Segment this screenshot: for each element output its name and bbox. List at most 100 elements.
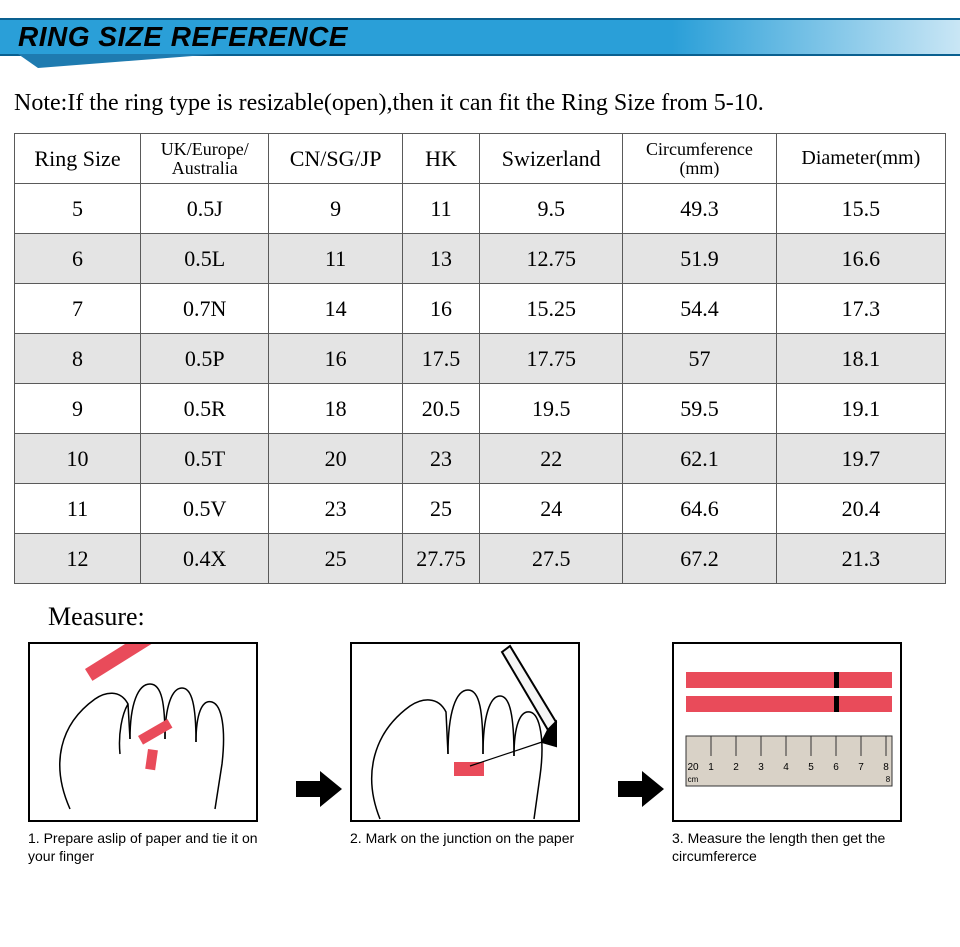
table-cell: 5 xyxy=(15,184,141,234)
table-cell: 25 xyxy=(402,484,479,534)
table-cell: 20.4 xyxy=(776,484,945,534)
step-3-caption: 3. Measure the length then get the circu… xyxy=(672,830,902,865)
banner-dip-shape xyxy=(18,54,218,68)
svg-text:1: 1 xyxy=(708,762,714,773)
table-cell: 16 xyxy=(402,284,479,334)
table-cell: 8 xyxy=(15,334,141,384)
table-row: 90.5R1820.519.559.519.1 xyxy=(15,384,946,434)
table-cell: 0.5J xyxy=(141,184,269,234)
table-cell: 17.3 xyxy=(776,284,945,334)
step-1-illustration xyxy=(28,642,258,822)
col-uk-eu-au: UK/Europe/Australia xyxy=(141,134,269,184)
table-cell: 59.5 xyxy=(623,384,777,434)
step-1: 1. Prepare aslip of paper and tie it on … xyxy=(28,642,288,865)
table-cell: 0.5T xyxy=(141,434,269,484)
measure-steps: 1. Prepare aslip of paper and tie it on … xyxy=(0,642,960,885)
svg-text:cm: cm xyxy=(688,775,699,784)
title-banner: RING SIZE REFERENCE xyxy=(0,0,960,70)
table-cell: 11 xyxy=(402,184,479,234)
step-2-illustration xyxy=(350,642,580,822)
svg-text:2: 2 xyxy=(733,762,739,773)
table-row: 110.5V23252464.620.4 xyxy=(15,484,946,534)
table-cell: 14 xyxy=(269,284,402,334)
table-row: 100.5T20232262.119.7 xyxy=(15,434,946,484)
table-cell: 7 xyxy=(15,284,141,334)
table-cell: 18 xyxy=(269,384,402,434)
measure-label: Measure: xyxy=(0,584,960,642)
table-cell: 20.5 xyxy=(402,384,479,434)
svg-text:8: 8 xyxy=(886,775,891,784)
table-cell: 0.5V xyxy=(141,484,269,534)
table-cell: 27.5 xyxy=(480,534,623,584)
ring-size-table: Ring Size UK/Europe/Australia CN/SG/JP H… xyxy=(14,133,946,584)
table-header-row: Ring Size UK/Europe/Australia CN/SG/JP H… xyxy=(15,134,946,184)
step-3-illustration: 20 1 2 3 4 5 6 7 8 cm 8 xyxy=(672,642,902,822)
table-cell: 12 xyxy=(15,534,141,584)
table-cell: 54.4 xyxy=(623,284,777,334)
col-swizerland: Swizerland xyxy=(480,134,623,184)
col-diameter: Diameter(mm) xyxy=(776,134,945,184)
col-hk: HK xyxy=(402,134,479,184)
table-cell: 0.4X xyxy=(141,534,269,584)
table-row: 60.5L111312.7551.916.6 xyxy=(15,234,946,284)
banner-bar: RING SIZE REFERENCE xyxy=(0,18,960,56)
svg-text:8: 8 xyxy=(883,762,889,773)
table-cell: 0.5P xyxy=(141,334,269,384)
table-cell: 11 xyxy=(269,234,402,284)
table-cell: 49.3 xyxy=(623,184,777,234)
table-cell: 17.75 xyxy=(480,334,623,384)
table-cell: 15.25 xyxy=(480,284,623,334)
svg-text:4: 4 xyxy=(783,762,789,773)
table-cell: 6 xyxy=(15,234,141,284)
svg-text:20: 20 xyxy=(687,762,699,773)
step-1-caption: 1. Prepare aslip of paper and tie it on … xyxy=(28,830,258,865)
table-cell: 19.1 xyxy=(776,384,945,434)
table-cell: 23 xyxy=(402,434,479,484)
table-cell: 0.5R xyxy=(141,384,269,434)
table-cell: 11 xyxy=(15,484,141,534)
table-cell: 51.9 xyxy=(623,234,777,284)
table-cell: 9.5 xyxy=(480,184,623,234)
table-cell: 0.7N xyxy=(141,284,269,334)
svg-text:6: 6 xyxy=(833,762,839,773)
table-cell: 10 xyxy=(15,434,141,484)
table-row: 120.4X2527.7527.567.221.3 xyxy=(15,534,946,584)
step-3: 20 1 2 3 4 5 6 7 8 cm 8 3. Measure the l… xyxy=(672,642,932,865)
table-cell: 67.2 xyxy=(623,534,777,584)
arrow-2-to-3 xyxy=(618,769,664,809)
svg-text:3: 3 xyxy=(758,762,764,773)
table-cell: 23 xyxy=(269,484,402,534)
table-cell: 0.5L xyxy=(141,234,269,284)
note-text: Note:If the ring type is resizable(open)… xyxy=(0,84,960,133)
col-ring-size: Ring Size xyxy=(15,134,141,184)
table-row: 80.5P1617.517.755718.1 xyxy=(15,334,946,384)
table-cell: 9 xyxy=(269,184,402,234)
banner-title: RING SIZE REFERENCE xyxy=(18,21,348,53)
table-cell: 18.1 xyxy=(776,334,945,384)
arrow-1-to-2 xyxy=(296,769,342,809)
table-cell: 57 xyxy=(623,334,777,384)
table-cell: 12.75 xyxy=(480,234,623,284)
table-cell: 22 xyxy=(480,434,623,484)
svg-text:5: 5 xyxy=(808,762,814,773)
col-circumference: Circumference(mm) xyxy=(623,134,777,184)
table-cell: 27.75 xyxy=(402,534,479,584)
col-cn-sg-jp: CN/SG/JP xyxy=(269,134,402,184)
svg-text:7: 7 xyxy=(858,762,864,773)
table-cell: 19.5 xyxy=(480,384,623,434)
table-cell: 21.3 xyxy=(776,534,945,584)
table-cell: 9 xyxy=(15,384,141,434)
table-cell: 19.7 xyxy=(776,434,945,484)
table-cell: 13 xyxy=(402,234,479,284)
step-2: 2. Mark on the junction on the paper xyxy=(350,642,610,848)
table-cell: 17.5 xyxy=(402,334,479,384)
step-2-caption: 2. Mark on the junction on the paper xyxy=(350,830,574,848)
table-row: 50.5J9119.549.315.5 xyxy=(15,184,946,234)
table-cell: 16.6 xyxy=(776,234,945,284)
table-cell: 62.1 xyxy=(623,434,777,484)
table-cell: 15.5 xyxy=(776,184,945,234)
table-cell: 64.6 xyxy=(623,484,777,534)
table-cell: 16 xyxy=(269,334,402,384)
table-cell: 20 xyxy=(269,434,402,484)
table-row: 70.7N141615.2554.417.3 xyxy=(15,284,946,334)
